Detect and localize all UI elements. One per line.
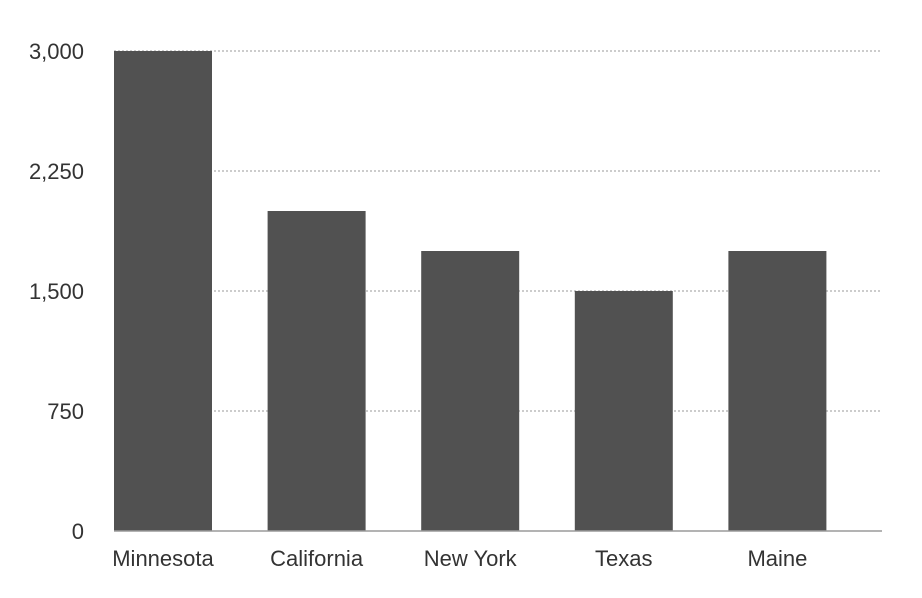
bar-layer (114, 51, 827, 531)
x-tick-label: New York (424, 546, 518, 571)
x-tick-label: Texas (595, 546, 652, 571)
bar-maine (728, 251, 827, 531)
y-tick-label: 3,000 (29, 39, 84, 64)
x-tick-label: California (270, 546, 364, 571)
y-tick-label: 2,250 (29, 159, 84, 184)
x-tick-label: Minnesota (112, 546, 214, 571)
bar-new-york (421, 251, 520, 531)
label-layer: Minnesota California New York Texas Maine (112, 546, 807, 571)
bar-minnesota (114, 51, 212, 531)
bar-california (267, 211, 366, 531)
y-tick-label: 1,500 (29, 279, 84, 304)
axis-layer: 0 750 1,500 2,250 3,000 (29, 39, 882, 544)
bar-texas (574, 291, 673, 531)
y-tick-label: 750 (47, 399, 84, 424)
y-tick-label: 0 (72, 519, 84, 544)
x-tick-label: Maine (747, 546, 807, 571)
